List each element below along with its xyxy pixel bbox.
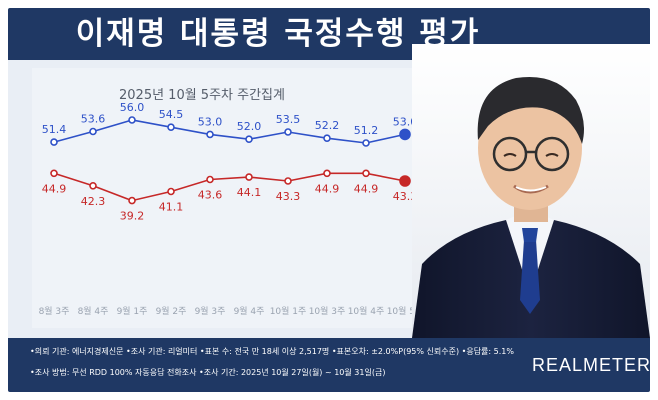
- series-1-point-4: [206, 175, 214, 184]
- series-0-label-3: 54.5: [159, 108, 184, 121]
- plot-area: [32, 68, 432, 328]
- page-title: 이재명 대통령 국정수행 평가: [75, 16, 481, 52]
- series-0-label-9: 53.0: [393, 115, 418, 128]
- series-1-point-6: [284, 177, 292, 185]
- series-0-label-0: 51.4: [42, 123, 67, 136]
- series-0-label-2: 56.0: [120, 101, 145, 114]
- series-0-point-5: [245, 135, 253, 143]
- series-0-point-2: [128, 116, 136, 124]
- report-frame: 이재명 대통령 국정수행 평가 2025년 10월 5주차 주간집계 51.4 5…: [8, 8, 650, 392]
- series-1-label-7: 44.9: [315, 182, 340, 195]
- series-1-point-9: [399, 175, 411, 187]
- series-1-label-3: 41.1: [159, 201, 184, 214]
- series-1-point-8: [362, 169, 370, 178]
- series-line-1: [53, 172, 406, 202]
- series-1-point-3: [167, 187, 175, 196]
- series-0-point-6: [284, 128, 292, 136]
- series-0-label-5: 52.0: [237, 120, 262, 133]
- series-0-label-4: 53.0: [198, 115, 223, 128]
- x-tick-label-3: 9월 2주: [156, 305, 187, 317]
- series-1-label-9: 43.3: [393, 190, 418, 203]
- series-1-point-0: [50, 169, 58, 178]
- series-0-point-3: [167, 123, 175, 131]
- series-0-label-6: 53.5: [276, 113, 301, 126]
- series-0-point-8: [362, 139, 370, 147]
- x-tick-label-0: 8월 3주: [39, 305, 70, 317]
- footer-bar: [8, 338, 650, 392]
- series-0-point-0: [50, 138, 58, 146]
- series-0-point-9: [399, 128, 411, 141]
- series-0-label-7: 52.2: [315, 119, 340, 132]
- series-0-point-4: [206, 130, 214, 139]
- x-tick-label-2: 9월 1주: [117, 305, 148, 317]
- series-0-label-1: 53.6: [81, 113, 106, 126]
- x-tick-label-1: 8월 4주: [78, 305, 109, 317]
- realmeter-logo: REALMETER: [532, 355, 650, 375]
- x-tick-label-5: 9월 4주: [234, 305, 265, 317]
- series-1-label-8: 44.9: [354, 182, 379, 195]
- x-tick-label-8: 10월 4주: [348, 305, 385, 317]
- series-1-label-4: 43.6: [198, 189, 223, 202]
- series-line-0: [53, 119, 406, 144]
- series-1-point-5: [245, 173, 253, 181]
- series-1-point-1: [89, 182, 97, 190]
- series-0-point-1: [89, 127, 97, 136]
- series-1-label-1: 42.3: [81, 195, 106, 208]
- survey-note-line-2: •조사 방법: 무선 RDD 100% 자동응답 전화조사 •조사 기간: 20…: [30, 368, 386, 377]
- series-1-label-5: 44.1: [237, 186, 262, 199]
- chart-subtitle: 2025년 10월 5주차 주간집계: [119, 88, 285, 103]
- series-1-point-7: [323, 169, 331, 178]
- x-tick-label-7: 10월 3주: [309, 305, 346, 317]
- series-0-point-7: [323, 134, 331, 142]
- portrait-image: [412, 44, 650, 338]
- series-1-label-2: 39.2: [120, 210, 145, 223]
- x-tick-label-4: 9월 3주: [195, 305, 226, 317]
- survey-note-line-1: •의뢰 기관: 에너지경제신문 •조사 기관: 리얼미터 •표본 수: 전국 만…: [30, 347, 514, 356]
- series-0-label-8: 51.2: [354, 124, 379, 137]
- series-1-label-0: 44.9: [42, 182, 67, 195]
- series-1-point-2: [128, 196, 136, 205]
- series-1-label-6: 43.3: [276, 190, 301, 203]
- x-tick-label-6: 10월 1주: [270, 305, 307, 317]
